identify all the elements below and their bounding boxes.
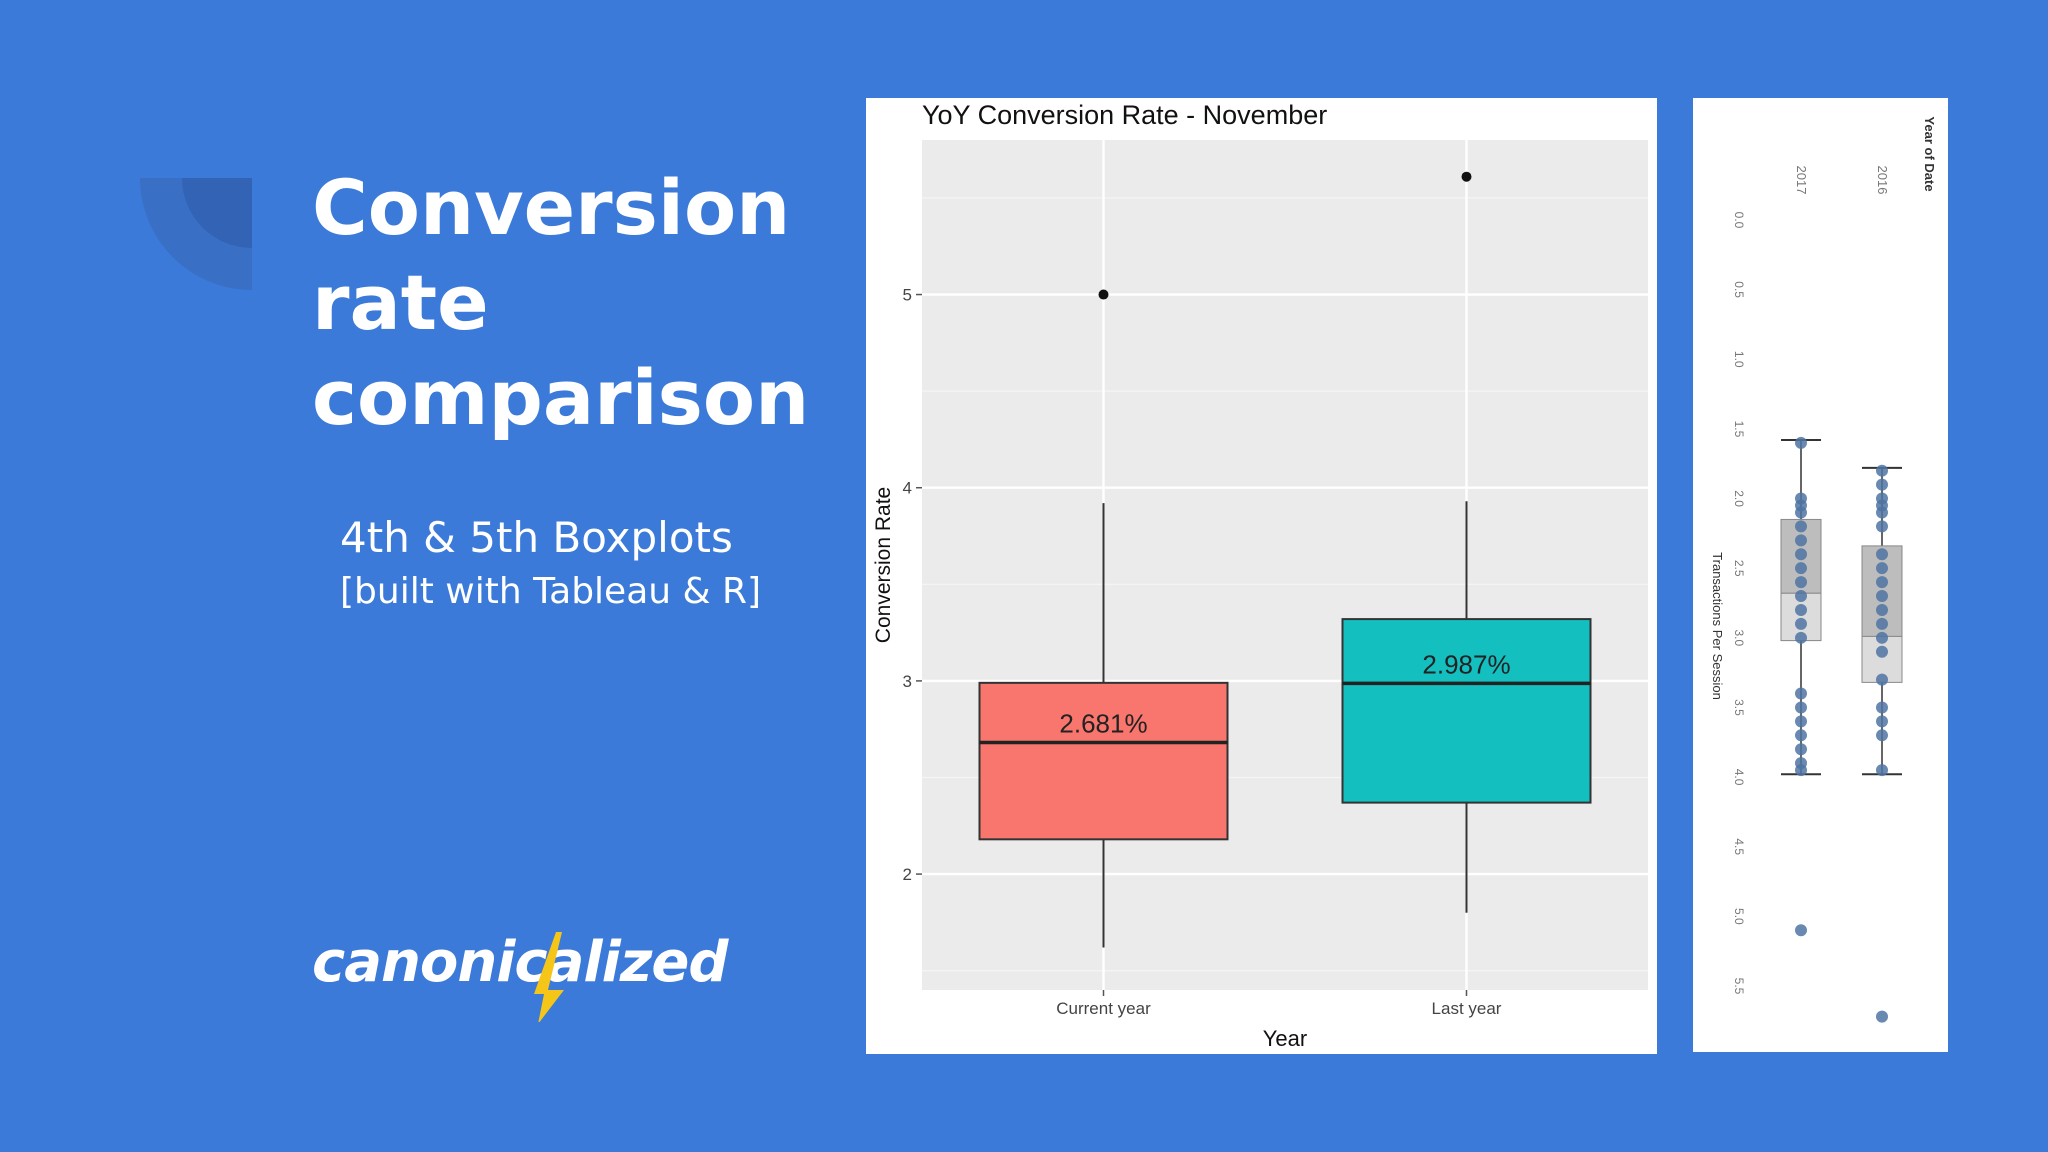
t-data-point (1876, 506, 1888, 519)
t-data-point (1876, 464, 1888, 477)
t-tick-label: 0.0 (1732, 212, 1746, 229)
t-data-point (1795, 506, 1807, 519)
t-tick-label: 3.5 (1732, 699, 1746, 716)
median-label: 2.681% (1059, 709, 1147, 739)
t-data-point (1876, 715, 1888, 728)
r-boxplot-panel: 2 3 4 5 Current year Last year 2.681% 2.987% Y… (866, 98, 1657, 1054)
t-data-point (1876, 631, 1888, 644)
t-data-point (1876, 576, 1888, 589)
t-data-point (1876, 645, 1888, 658)
y-tick-label: 2 (903, 865, 912, 884)
t-y-axis-label: Transactions Per Session (1710, 552, 1725, 700)
t-data-point (1876, 673, 1888, 686)
logo-bolt-icon (534, 932, 564, 1022)
t-data-point (1876, 764, 1888, 777)
t-data-point (1795, 520, 1807, 533)
t-data-point (1876, 520, 1888, 533)
t-data-point (1795, 764, 1807, 777)
t-data-point (1795, 924, 1807, 937)
y-tick-label: 3 (903, 672, 912, 691)
chart-title: YoY Conversion Rate - November (922, 100, 1327, 130)
t-tick-label: 2.0 (1732, 490, 1746, 507)
t-tick-label: 5.5 (1732, 978, 1746, 995)
t-tick-label: 1.0 (1732, 351, 1746, 368)
tableau-boxplot-chart: 0.0 0.5 1.0 1.5 2.0 2.5 3.0 3.5 4.0 4.5 5.0 5.5 2017… (1710, 116, 1937, 1023)
x-tick-label: Last year (1432, 999, 1502, 1018)
outlier-point (1098, 289, 1109, 300)
t-data-point (1876, 603, 1888, 616)
t-data-point (1795, 729, 1807, 742)
y-axis-label: Conversion Rate (872, 487, 895, 643)
t-tick-label: 4.0 (1732, 769, 1746, 786)
slide-subtitle: 4th & 5th Boxplots (340, 513, 733, 562)
t-data-point (1795, 715, 1807, 728)
t-data-point (1795, 436, 1807, 449)
t-x-axis-label: Year of Date (1922, 116, 1937, 191)
t-data-point (1795, 576, 1807, 589)
t-data-point (1795, 743, 1807, 756)
t-data-point (1795, 687, 1807, 700)
t-data-point (1795, 590, 1807, 603)
t-data-point (1876, 590, 1888, 603)
t-tick-label: 1.5 (1732, 421, 1746, 438)
t-data-point (1876, 562, 1888, 575)
t-data-point (1795, 631, 1807, 644)
logo-text: canonicalized (312, 930, 728, 995)
t-data-point (1795, 562, 1807, 575)
slide-title: Conversion rate comparison (312, 160, 832, 445)
box-current-year (978, 681, 1229, 841)
t-category-label: 2016 (1875, 166, 1890, 195)
t-tick-label: 4.5 (1732, 838, 1746, 855)
t-data-point (1876, 701, 1888, 714)
x-tick-label: Current year (1056, 999, 1151, 1018)
brand-logo: canonicalized (312, 930, 728, 1030)
y-tick-label: 5 (903, 286, 912, 305)
title-line-3: comparison (312, 353, 810, 442)
t-data-point (1876, 617, 1888, 630)
t-data-point (1876, 478, 1888, 491)
t-data-point (1876, 548, 1888, 561)
t-data-point (1876, 729, 1888, 742)
title-line-2: rate (312, 258, 489, 347)
tableau-boxplot-panel: 0.0 0.5 1.0 1.5 2.0 2.5 3.0 3.5 4.0 4.5 5.0 5.5 2017… (1693, 98, 1948, 1052)
title-line-1: Conversion (312, 163, 791, 252)
t-data-point (1795, 548, 1807, 561)
outlier-point (1461, 171, 1472, 182)
slide-subtitle-note: [built with Tableau & R] (340, 571, 762, 612)
r-boxplot-chart: 2 3 4 5 Current year Last year 2.681% 2.987% Y… (872, 100, 1648, 1051)
t-category-label: 2017 (1794, 166, 1809, 195)
decorative-shape (140, 178, 252, 290)
y-tick-label: 4 (903, 479, 912, 498)
t-data-point (1795, 534, 1807, 547)
t-data-point (1876, 1010, 1888, 1023)
t-tick-label: 5.0 (1732, 908, 1746, 925)
t-data-point (1795, 617, 1807, 630)
t-tick-label: 2.5 (1732, 560, 1746, 577)
t-data-point (1795, 701, 1807, 714)
t-tick-label: 0.5 (1732, 281, 1746, 298)
x-axis-label: Year (1263, 1026, 1307, 1051)
plot-background (922, 140, 1648, 990)
t-tick-label: 3.0 (1732, 629, 1746, 646)
t-data-point (1795, 603, 1807, 616)
box-last-year (1341, 618, 1592, 804)
median-label: 2.987% (1422, 649, 1510, 679)
